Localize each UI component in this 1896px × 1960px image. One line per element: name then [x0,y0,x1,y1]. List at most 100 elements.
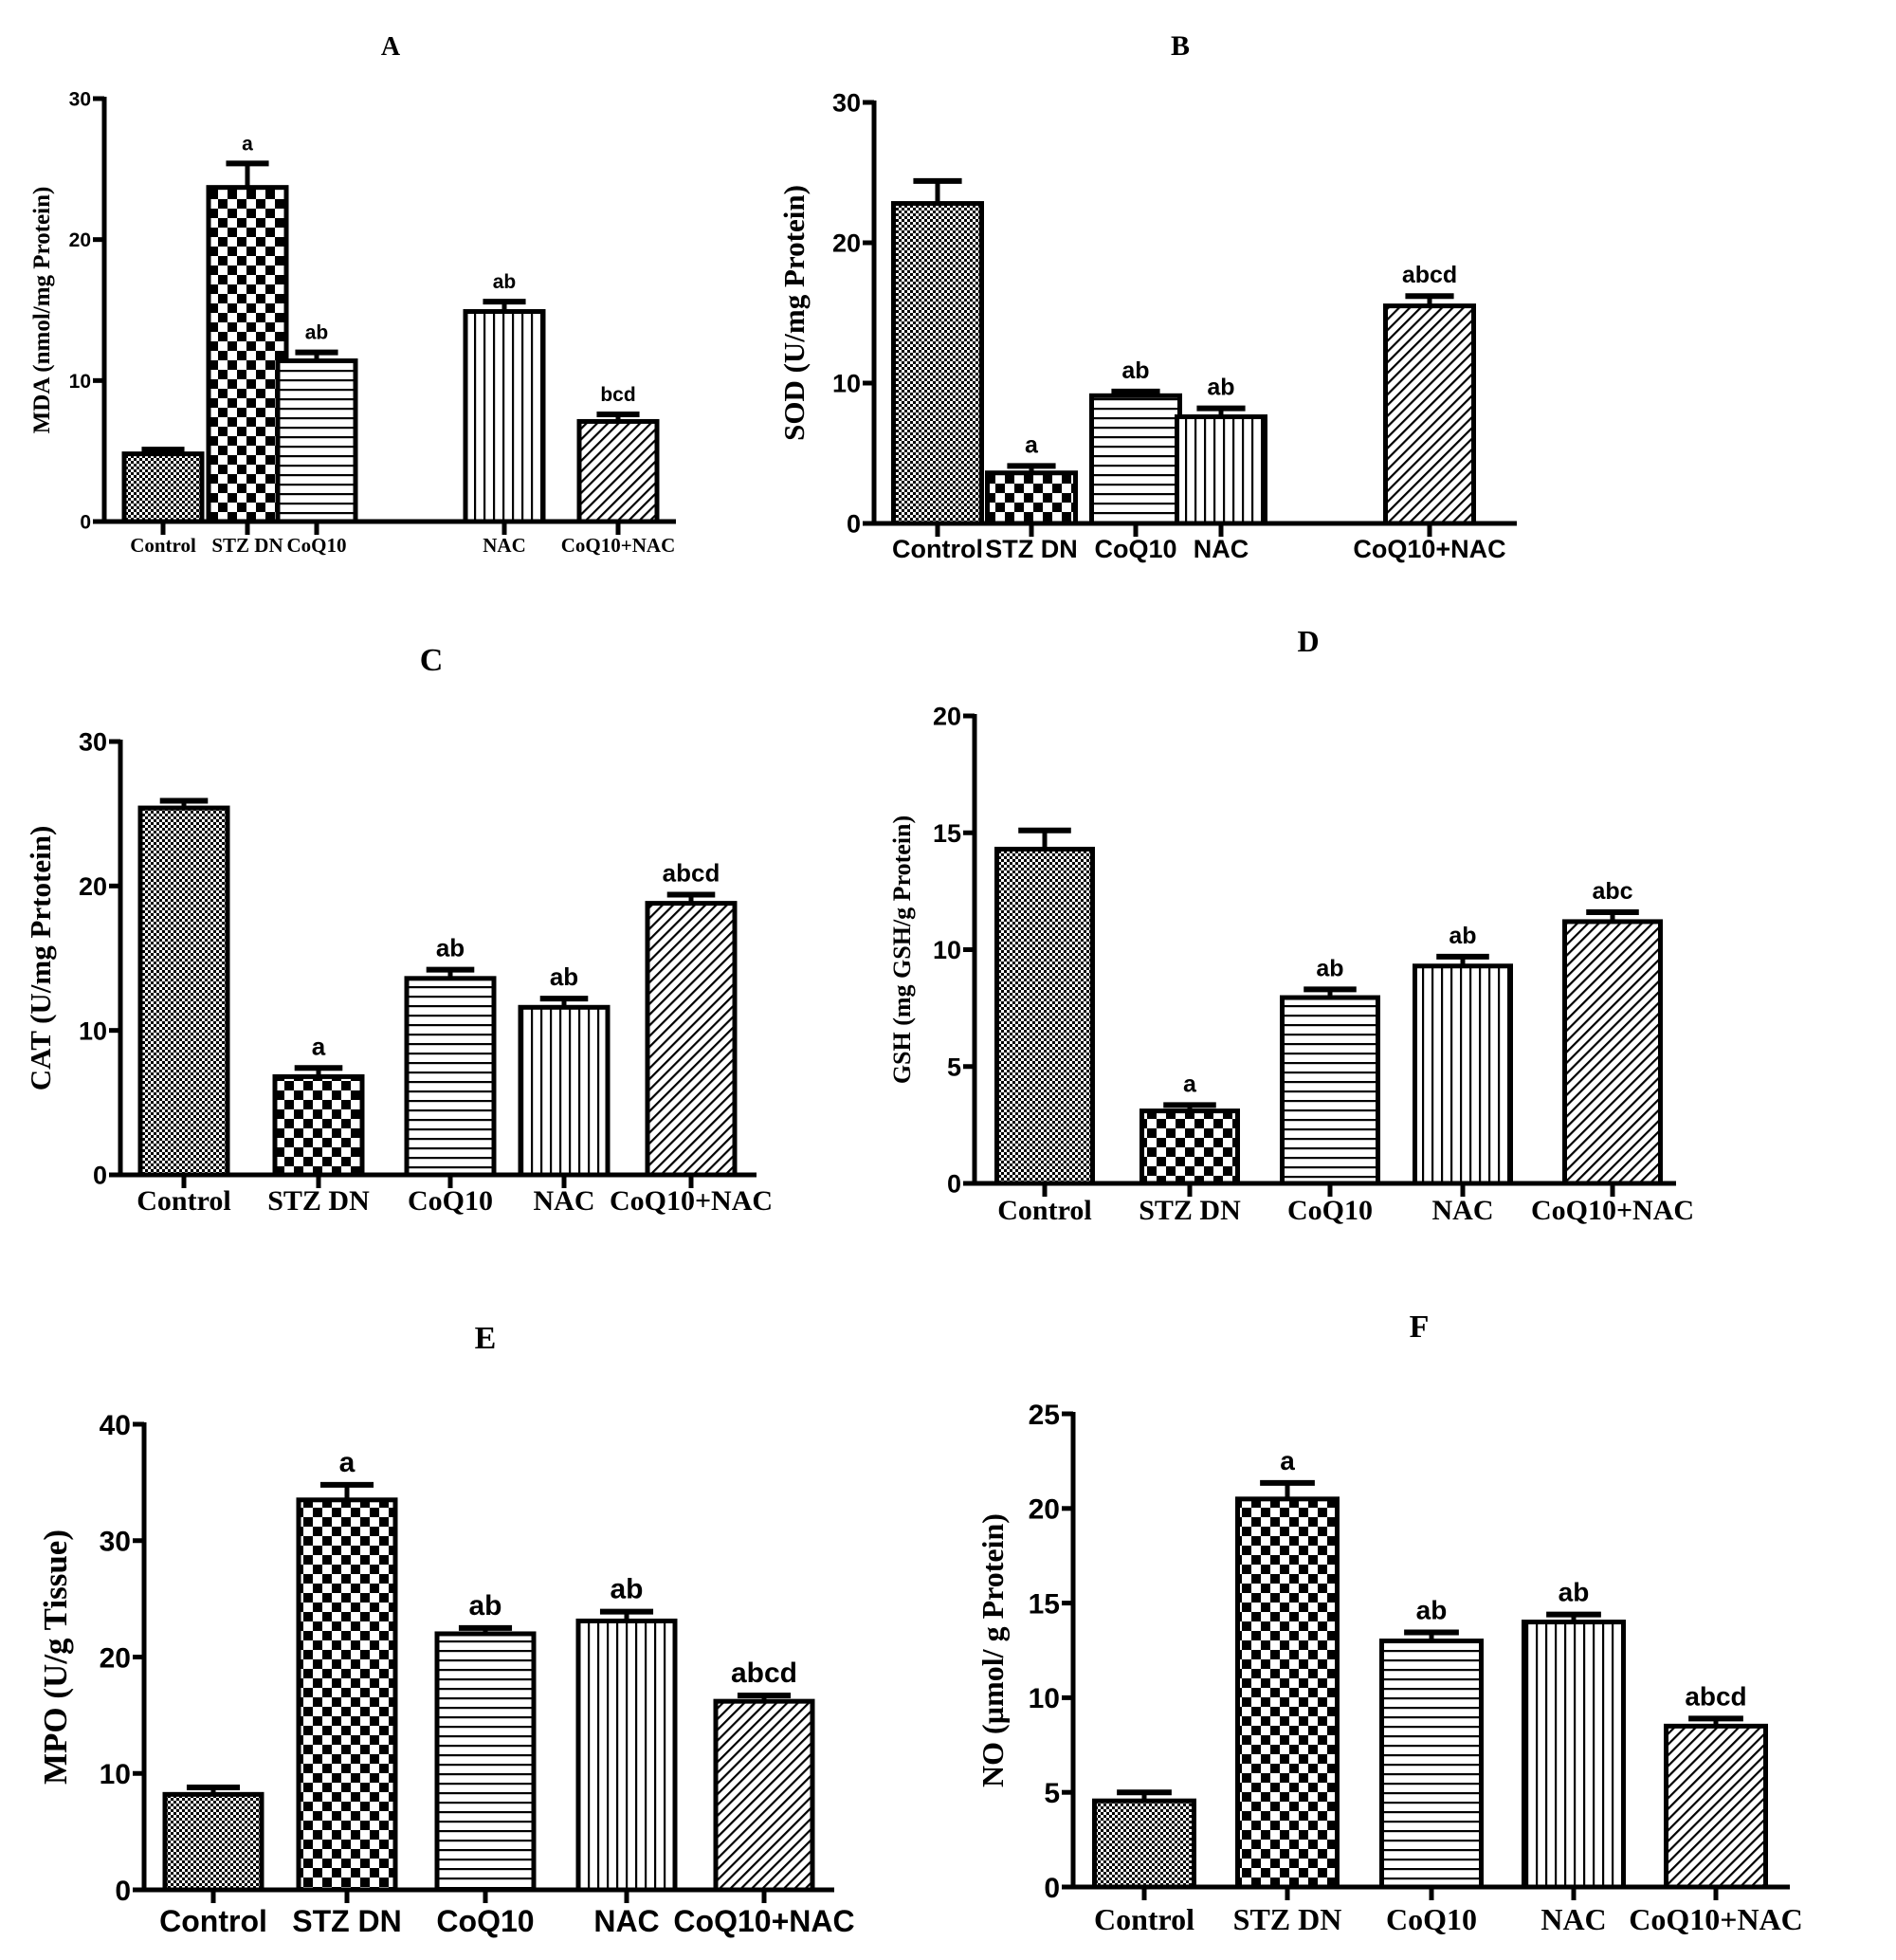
significance-label: ab [1316,955,1343,981]
significance-label: ab [1416,1596,1448,1625]
y-tick-label: 5 [1044,1778,1060,1809]
significance-label: a [1025,431,1039,458]
y-tick-label: 40 [100,1410,131,1441]
y-tick-label: 10 [933,936,961,964]
y-tick-label: 10 [69,371,91,393]
x-tick-label: CoQ10+NAC [610,1185,773,1217]
y-tick-label: 20 [832,229,861,258]
significance-label: abc [1592,878,1632,905]
x-tick-label: NAC [1194,535,1249,563]
chart-panel-b: B SOD (U/mg Protein) Control a STZ DN ab CoQ10… [777,30,1517,563]
y-axis-label: GSH (mg GSH/g Protein) [888,815,916,1084]
bar-control [121,451,205,524]
panel-title: B [1171,30,1190,62]
y-tick-label: 20 [79,872,107,901]
y-tick-label: 0 [847,510,861,539]
bar-control [1092,1798,1196,1890]
chart-panel-f: F NO (µmol/ g Protein) Control a STZ DN ab CoQ… [975,1310,1803,1936]
x-tick-label: Control [137,1185,230,1217]
y-tick-label: 20 [1029,1494,1060,1526]
bar-stz-dn [272,1073,365,1178]
x-tick-label: CoQ10 [408,1185,493,1217]
significance-label: ab [468,1590,501,1621]
x-tick-label: NAC [534,1185,595,1217]
bar-stz-dn [1139,1108,1240,1186]
bar-coq10 [434,1631,537,1893]
bar-coq10-nac [1664,1723,1768,1890]
significance-label: abcd [1685,1681,1746,1711]
y-axis-label: CAT (U/mg Prtotein) [24,826,57,1091]
significance-label: ab [550,962,578,991]
significance-label: ab [1121,357,1149,384]
bar-stz-dn [296,1497,398,1893]
significance-label: abcd [1402,262,1457,288]
x-tick-label: Control [997,1195,1091,1226]
y-tick-label: 10 [1029,1683,1060,1714]
bar-nac [1175,414,1267,526]
significance-label: a [312,1032,326,1060]
significance-label: ab [610,1574,643,1605]
significance-label: ab [436,934,465,962]
bar-control [162,1791,264,1893]
x-tick-label: STZ DN [985,535,1078,563]
bar-stz-dn [1235,1496,1340,1890]
x-tick-label: CoQ10+NAC [1629,1902,1803,1936]
bar-coq10-nac [576,418,660,524]
x-tick-label: Control [159,1904,267,1938]
y-tick-label: 20 [100,1642,131,1674]
significance-label: a [242,133,253,155]
x-tick-label: STZ DN [292,1904,402,1938]
x-tick-label: CoQ10+NAC [1353,535,1505,563]
chart-panel-a: A MDA (nmol/mg Protein) Control a STZ DN ab Co… [29,32,676,557]
chart-panel-c: C CAT (U/mg Prtotein) Control a STZ DN ab CoQ1… [24,643,773,1217]
y-tick-label: 0 [115,1876,131,1907]
significance-label: abcd [731,1658,797,1689]
y-tick-label: 15 [933,819,961,848]
y-tick-label: 5 [947,1053,961,1081]
chart-panel-e: E MPO (U/g Tissue) Control a STZ DN ab CoQ10 ab… [37,1321,855,1938]
x-tick-label: STZ DN [211,534,283,557]
bar-coq10 [404,976,497,1178]
x-tick-label: NAC [1432,1195,1494,1226]
y-tick-label: 0 [93,1162,107,1190]
x-tick-label: STZ DN [267,1185,370,1217]
significance-label: a [1280,1446,1295,1475]
y-tick-label: 10 [79,1017,107,1045]
bar-coq10 [1280,995,1380,1186]
bar-coq10-nac [713,1698,815,1893]
y-axis-label: SOD (U/mg Protein) [777,185,811,441]
bar-nac [575,1618,678,1893]
y-tick-label: 30 [100,1527,131,1558]
bar-control [137,805,230,1178]
x-tick-label: CoQ10 [1287,1195,1373,1226]
bar-coq10-nac [1562,919,1663,1186]
x-tick-label: Control [130,534,196,557]
y-axis-label: MDA (nmol/mg Protein) [29,187,55,434]
y-tick-label: 0 [1044,1873,1060,1904]
x-tick-label: STZ DN [1233,1902,1342,1936]
panel-title: C [420,643,444,678]
bar-coq10 [1089,393,1182,526]
y-tick-label: 20 [933,703,961,731]
bar-nac [1522,1620,1626,1890]
significance-label: abcd [663,858,720,887]
y-tick-label: 0 [947,1170,961,1199]
bar-coq10-nac [1383,303,1476,526]
x-tick-label: NAC [1540,1902,1606,1936]
x-tick-label: CoQ10 [287,534,347,557]
x-tick-label: CoQ10 [1386,1902,1477,1936]
bar-nac [518,1004,611,1178]
y-tick-label: 10 [832,370,861,398]
y-tick-label: 0 [80,512,91,534]
significance-label: ab [1207,375,1234,401]
bar-control [994,847,1095,1186]
bar-coq10 [275,358,358,524]
bar-control [891,201,984,526]
panel-title: F [1410,1310,1430,1345]
significance-label: bcd [600,384,635,406]
significance-label: ab [1449,923,1476,949]
y-tick-label: 20 [69,229,91,251]
significance-label: ab [1559,1578,1590,1607]
bar-stz-dn [206,185,289,524]
